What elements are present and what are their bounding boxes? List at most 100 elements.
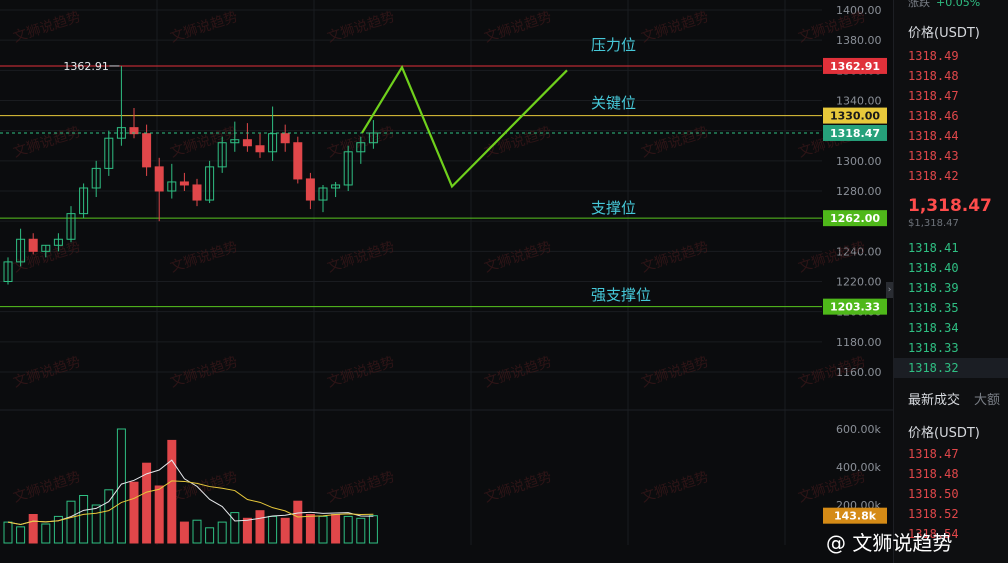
candle-body xyxy=(356,142,366,153)
volume-bar xyxy=(205,527,215,544)
bid-price[interactable]: 1318.41 xyxy=(908,241,959,255)
candle-body xyxy=(41,244,51,252)
y-tick-label: 1400.00 xyxy=(836,4,882,17)
level-price-tag: 1362.91 xyxy=(830,60,880,73)
candle-body xyxy=(280,133,290,144)
bid-price[interactable]: 1318.32 xyxy=(908,361,959,375)
volume-bar xyxy=(28,514,38,544)
candle-body xyxy=(318,187,328,201)
volume-bar xyxy=(255,510,265,544)
level-name-label: 强支撑位 xyxy=(591,286,651,304)
level-name-label: 关键位 xyxy=(591,94,636,112)
ask-price[interactable]: 1318.46 xyxy=(908,109,959,123)
volume-bar xyxy=(154,485,164,544)
change-readout: 涨跌 +0.05% xyxy=(908,0,981,9)
bid-price[interactable]: 1318.33 xyxy=(908,341,959,355)
candle-body xyxy=(154,166,164,192)
last-price-usd: $1,318.47 xyxy=(908,218,959,229)
high-marker-label: 1362.91 xyxy=(63,60,109,73)
ask-price[interactable]: 1318.44 xyxy=(908,129,959,143)
level-price-tag: 1262.00 xyxy=(830,212,880,225)
trade-price[interactable]: 1318.50 xyxy=(908,487,959,501)
volume-bar xyxy=(142,462,152,544)
volume-bar xyxy=(293,500,303,544)
volume-bar xyxy=(318,515,328,544)
trade-price[interactable]: 1318.48 xyxy=(908,467,959,481)
y-tick-label: 1280.00 xyxy=(836,185,882,198)
trade-price[interactable]: 1318.52 xyxy=(908,507,959,521)
current-price-tag: 1318.47 xyxy=(830,127,880,140)
volume-bar xyxy=(16,526,26,544)
candle-body xyxy=(91,167,101,189)
ask-price[interactable]: 1318.42 xyxy=(908,169,959,183)
candle-body xyxy=(268,133,278,153)
volume-bar xyxy=(66,500,76,544)
volume-bar xyxy=(343,515,353,544)
y-tick-label: 1340.00 xyxy=(836,95,882,108)
candle-body xyxy=(28,238,38,252)
candle-body xyxy=(242,139,252,147)
level-name-label: 压力位 xyxy=(591,36,636,54)
orderbook-price-header: 价格(USDT) xyxy=(908,26,980,41)
ask-price[interactable]: 1318.49 xyxy=(908,49,959,63)
ask-price[interactable]: 1318.48 xyxy=(908,69,959,83)
level-price-tag-bg xyxy=(823,210,887,227)
level-price-tag-bg xyxy=(823,107,887,124)
volume-tick-label: 400.00k xyxy=(836,461,881,474)
ask-price[interactable]: 1318.43 xyxy=(908,149,959,163)
y-tick-label: 1180.00 xyxy=(836,336,882,349)
candle-body xyxy=(179,181,189,186)
volume-tag-bg xyxy=(823,507,887,524)
level-price-tag: 1203.33 xyxy=(830,301,880,314)
volume-bar xyxy=(116,428,126,544)
bid-price[interactable]: 1318.40 xyxy=(908,261,959,275)
y-tick-label: 1220.00 xyxy=(836,276,882,289)
candle-body xyxy=(205,166,215,201)
last-price: 1,318.47 xyxy=(908,196,992,216)
ask-price[interactable]: 1318.47 xyxy=(908,89,959,103)
candle-body xyxy=(3,261,13,282)
orderbook-panel: 涨跌 +0.05% 价格(USDT) 1318.49 1318.48 1318.47 1… xyxy=(893,0,1008,563)
candle-body xyxy=(192,184,202,201)
trade-price[interactable]: 1318.54 xyxy=(908,527,959,541)
tab-latest-trades[interactable]: 最新成交 xyxy=(908,393,961,408)
candle-body xyxy=(116,127,126,139)
level-price-tag: 1330.00 xyxy=(830,110,880,123)
level-price-tag-bg xyxy=(823,57,887,74)
candle-body xyxy=(255,145,265,153)
level-name-label: 支撑位 xyxy=(591,199,636,217)
y-tick-label: 1300.00 xyxy=(836,155,882,168)
candle-body xyxy=(293,142,303,180)
y-tick-label: 1380.00 xyxy=(836,34,882,47)
candle-body xyxy=(142,133,152,168)
bid-price[interactable]: 1318.35 xyxy=(908,301,959,315)
projection-path xyxy=(361,64,568,189)
y-tick-label: 1160.00 xyxy=(836,366,882,379)
volume-bar xyxy=(179,521,189,544)
volume-bar xyxy=(192,519,202,544)
volume-bar xyxy=(242,517,252,544)
candle-body xyxy=(79,187,89,215)
candle-body xyxy=(217,142,227,168)
price-chart[interactable]: 1400.001380.001360.001340.001320.001300.… xyxy=(0,0,893,563)
trades-tabs: 最新成交 大额 xyxy=(908,389,1000,408)
candle-body xyxy=(53,238,63,246)
volume-bar xyxy=(331,514,341,544)
bid-price[interactable]: 1318.39 xyxy=(908,281,959,295)
volume-bar xyxy=(230,512,240,544)
candle-body xyxy=(343,151,353,186)
candle-body xyxy=(16,238,26,263)
panel-collapse-handle[interactable]: › xyxy=(886,282,893,298)
volume-bar xyxy=(356,517,366,544)
y-tick-label: 1240.00 xyxy=(836,245,882,258)
candle-body xyxy=(331,184,341,189)
tab-large-trades[interactable]: 大额 xyxy=(974,393,1001,408)
volume-tick-label: 600.00k xyxy=(836,423,881,436)
volume-bar xyxy=(280,517,290,544)
trades-price-header: 价格(USDT) xyxy=(908,426,980,441)
volume-bar xyxy=(368,515,378,544)
trade-price[interactable]: 1318.47 xyxy=(908,447,959,461)
bid-price[interactable]: 1318.34 xyxy=(908,321,959,335)
candle-body xyxy=(129,127,139,135)
bid-highlight xyxy=(894,358,1008,378)
